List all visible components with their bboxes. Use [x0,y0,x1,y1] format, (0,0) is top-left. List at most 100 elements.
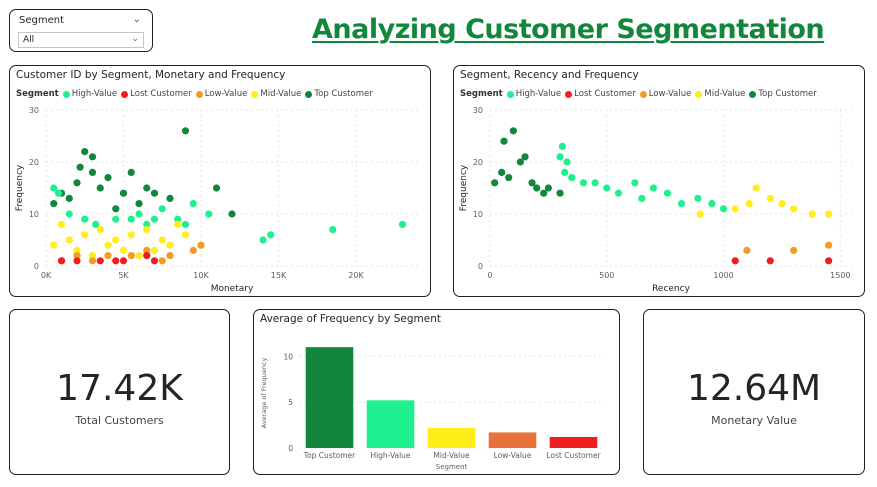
x-tick-label: 10K [193,271,209,280]
data-point [143,246,151,254]
bar-plot-area[interactable]: 0 5 10 Top Customer High-Value Mid-Value Low-V… [254,310,619,474]
x-axis-label: Segment [436,463,468,471]
data-point [127,215,135,223]
data-point [516,158,524,166]
data-point [790,246,798,254]
data-point [65,210,73,218]
data-point [57,257,66,265]
data-point [104,241,112,249]
data-point [96,226,104,234]
data-point [189,200,197,208]
data-point [259,236,267,244]
legend-item-low-value[interactable]: Low-Value [195,89,247,99]
scatter-monetary-frequency[interactable]: Customer ID by Segment, Monetary and Fre… [9,65,431,297]
data-point [174,215,182,223]
legend-dot [62,90,70,98]
data-point [825,257,833,265]
legend-item-lost-customer[interactable]: Lost Customer [121,89,192,99]
data-point [92,220,100,228]
bar-chart-avg-frequency[interactable]: Average of Frequency by Segment 0 5 10 Top … [253,309,620,475]
legend-label: Lost Customer [574,89,636,99]
legend-item-top-customer[interactable]: Top Customer [749,89,817,99]
chevron-down-icon[interactable]: ⌄ [131,34,139,44]
data-point [73,257,81,265]
legend-label: High-Value [515,89,562,99]
x-tick-label: 15K [271,271,287,280]
x-tick-label: Mid-Value [433,451,470,460]
slicer-dropdown[interactable]: All ⌄ [18,32,144,48]
data-point [50,184,58,192]
y-tick-label: 20 [473,158,483,167]
x-tick-label: 5K [118,271,129,280]
legend-item-lost-customer[interactable]: Lost Customer [565,89,636,99]
data-point [752,184,760,192]
data-point [166,241,174,249]
bar [549,437,598,448]
data-point [158,257,166,265]
legend-label: Low-Value [648,89,692,99]
segment-slicer[interactable]: Segment ⌄ All ⌄ [9,9,153,52]
data-point [88,257,97,265]
scatter-plot-area[interactable]: 0 10 20 30 0K 5K 10K 15K 20K Monetary Frequency [10,66,430,296]
data-point [766,257,774,265]
data-point [790,205,798,213]
legend-label: Mid-Value [260,89,302,99]
data-point [181,127,190,135]
data-point [745,200,753,208]
data-point [73,179,81,187]
data-point [135,210,143,218]
data-point [719,205,728,213]
data-point [150,215,159,223]
data-point [398,220,407,228]
legend-item-mid-value[interactable]: Mid-Value [251,89,301,99]
collapse-chevron-icon[interactable]: ⌄ [132,14,141,25]
data-point [825,241,833,249]
y-tick-label: 10 [473,210,483,219]
data-point [143,226,151,234]
data-point [150,189,159,197]
data-point [104,252,112,260]
data-point [808,210,816,218]
data-point [50,241,58,249]
scatter-recency-frequency[interactable]: Segment, Recency and Frequency Segment H… [453,65,865,297]
y-tick-label: 0 [288,444,293,453]
legend-item-low-value[interactable]: Low-Value [639,89,692,99]
data-point [500,137,508,145]
x-tick-label: High-Value [370,451,410,460]
data-point [509,127,517,135]
legend-dot [195,90,203,98]
legend-item-high-value[interactable]: High-Value [62,89,117,99]
data-point [158,205,166,213]
data-point [696,210,704,218]
data-point [76,163,84,171]
legend-title: Segment [16,89,59,99]
data-point [212,184,221,192]
legend-item-top-customer[interactable]: Top Customer [305,89,373,99]
x-tick-label: 0K [41,271,52,280]
legend-dot [121,90,129,98]
y-tick-label: 30 [473,106,483,115]
data-point [127,168,135,176]
slicer-title: Segment [19,15,64,26]
data-point [556,189,564,197]
data-point [112,257,120,265]
legend-item-mid-value[interactable]: Mid-Value [695,89,745,99]
kpi-card-monetary-value: 12.64M Monetary Value [643,309,865,475]
x-tick-label: Low-Value [494,451,532,460]
scatter-plot-area[interactable]: 0 10 20 30 0 500 1000 1500 Recency Frequency [454,66,864,296]
legend: Segment High-Value Lost Customer Low-Val… [460,89,821,99]
chart-title: Customer ID by Segment, Monetary and Fre… [16,69,286,81]
y-tick-label: 20 [29,158,39,167]
data-point [57,220,66,228]
data-point [505,174,513,182]
legend-item-high-value[interactable]: High-Value [506,89,562,99]
data-point [329,226,337,234]
y-tick-label: 10 [283,352,293,361]
data-point [166,194,174,202]
data-point [267,231,275,239]
legend-dot [749,90,757,98]
x-axis-label: Recency [652,284,691,294]
x-tick-label: 20K [348,271,364,280]
data-point [677,200,686,208]
data-point [54,189,63,197]
